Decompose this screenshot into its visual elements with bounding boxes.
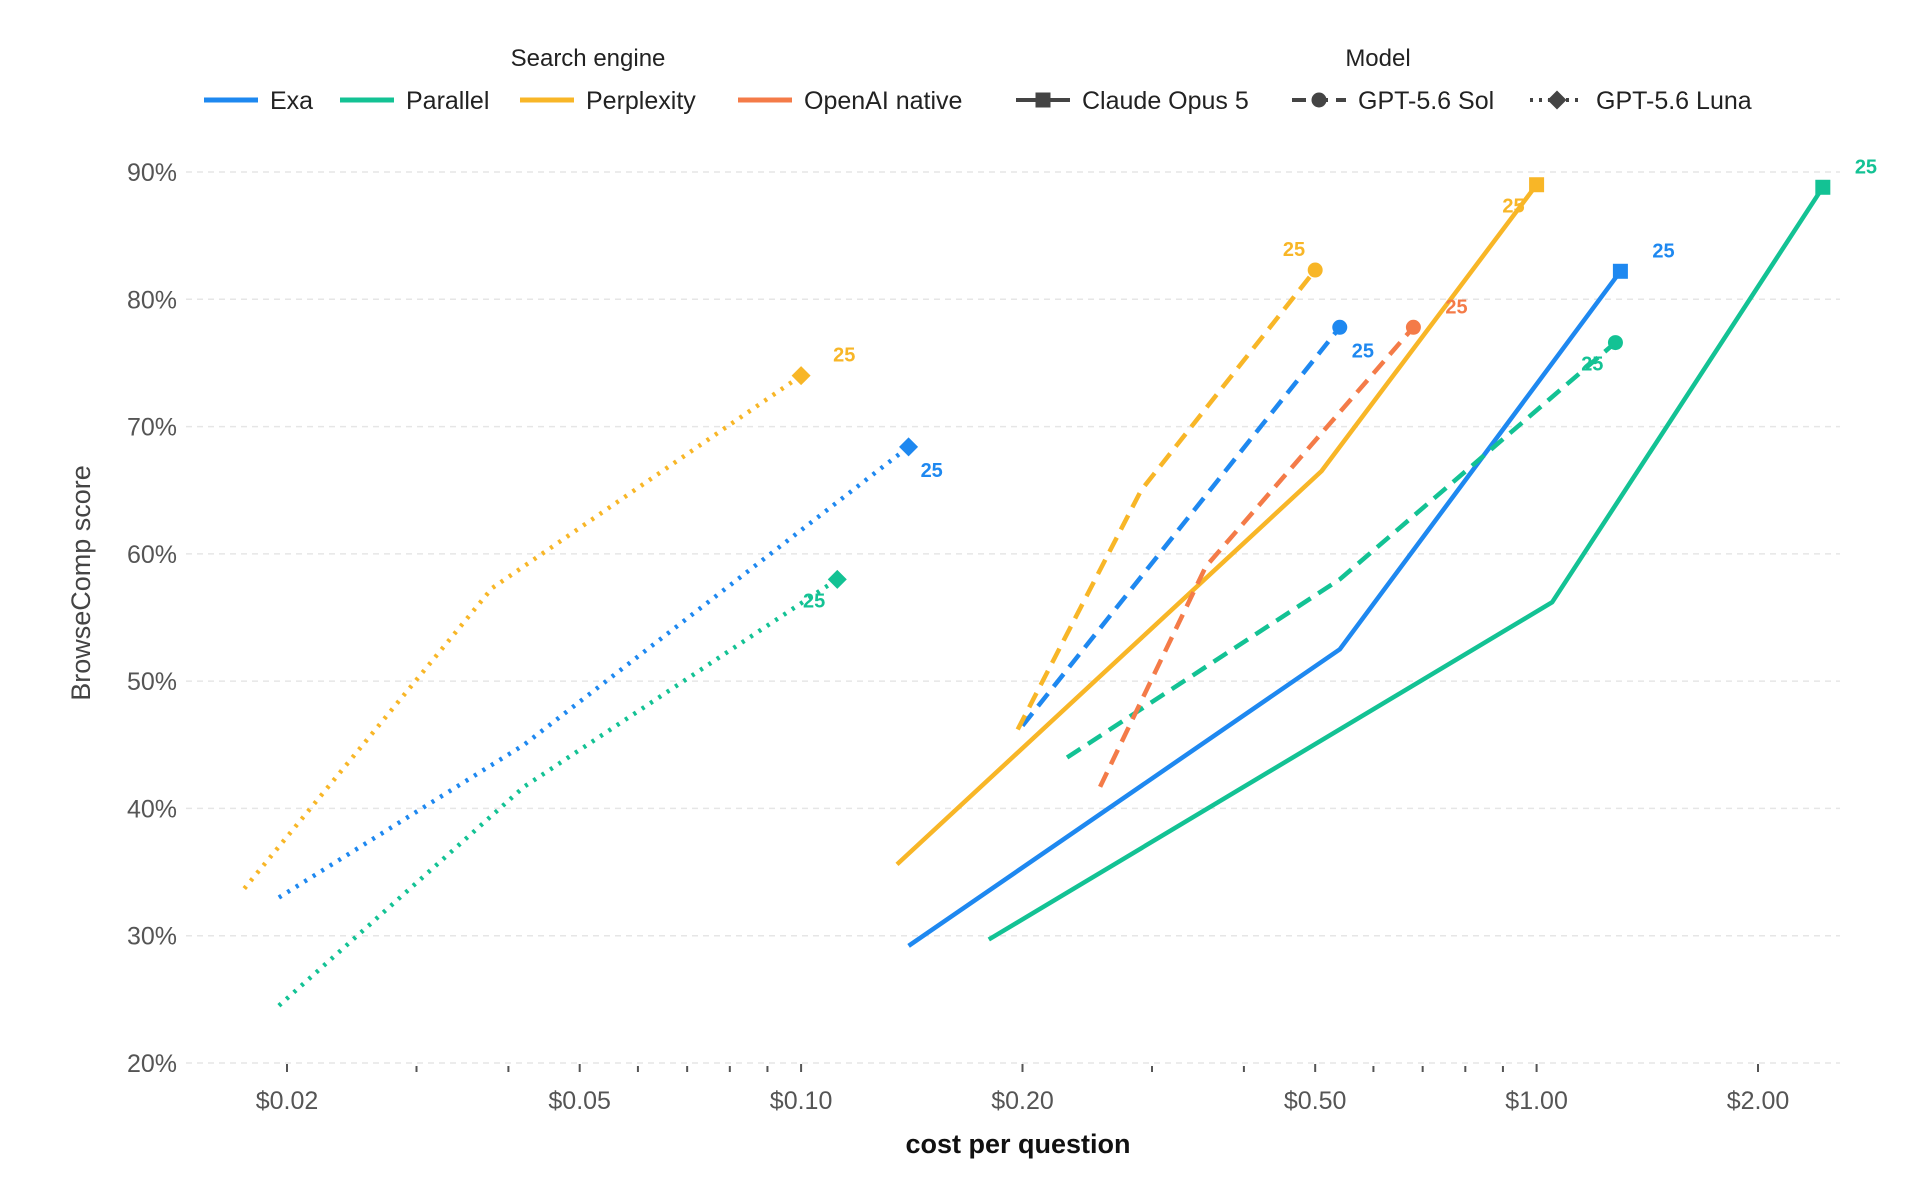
y-tick-label: 90%	[127, 159, 177, 187]
series-line-exa-gpt-5-6-sol	[1020, 325, 1342, 728]
series-end-marker-parallel-gpt-5-6-luna	[827, 569, 847, 589]
axes: BrowseComp score cost per question 20% 30…	[66, 159, 1789, 1159]
series-end-marker-perplexity-gpt-5-6-luna	[791, 366, 811, 386]
legend-marker-gpt-5-6-sol	[1311, 92, 1327, 108]
series-end-marker-perplexity-claude-opus-5	[1529, 177, 1545, 193]
x-axis-title: cost per question	[905, 1129, 1130, 1159]
series-end-label-parallel-claude-opus-5: 25	[1855, 156, 1877, 178]
series-lines	[242, 183, 1825, 1008]
series-line-parallel-gpt-5-6-sol	[1065, 340, 1617, 760]
series-end-marker-parallel-claude-opus-5	[1815, 179, 1831, 195]
x-tick-label: $2.00	[1727, 1087, 1790, 1115]
y-tick-label: 50%	[127, 668, 177, 696]
y-tick-label: 20%	[127, 1050, 177, 1078]
legend-label-openai-native: OpenAI native	[804, 87, 962, 115]
series-end-marker-exa-gpt-5-6-sol	[1332, 319, 1348, 335]
series-line-perplexity-gpt-5-6-sol	[1015, 268, 1317, 731]
series-end-label-openai-native-gpt-5-6-sol: 25	[1445, 296, 1467, 318]
series-end-label-perplexity-gpt-5-6-sol: 25	[1283, 239, 1305, 261]
y-tick-label: 60%	[127, 541, 177, 569]
x-tick-label: $0.50	[1284, 1087, 1347, 1115]
legend-label-perplexity: Perplexity	[586, 87, 696, 115]
series-end-label-parallel-gpt-5-6-luna: 25	[803, 590, 825, 612]
series-end-marker-openai-native-gpt-5-6-sol	[1405, 319, 1421, 335]
series-end-marker-exa-claude-opus-5	[1612, 263, 1628, 279]
x-tick-label: $0.20	[991, 1087, 1054, 1115]
series-end-label-perplexity-gpt-5-6-luna: 25	[833, 345, 855, 367]
legend-marker-claude-opus-5	[1035, 92, 1051, 108]
x-tick-label: $1.00	[1505, 1087, 1568, 1115]
legend-label-parallel: Parallel	[406, 87, 489, 115]
series-end-marker-exa-gpt-5-6-luna	[899, 437, 919, 457]
y-tick-label: 30%	[127, 923, 177, 951]
series-end-marker-perplexity-gpt-5-6-sol	[1307, 262, 1323, 278]
series-line-parallel-gpt-5-6-luna	[277, 577, 839, 1008]
x-tick-label: $0.05	[548, 1087, 611, 1115]
series-line-perplexity-claude-opus-5	[895, 183, 1539, 867]
y-axis-title: BrowseComp score	[66, 465, 96, 701]
series-end-label-perplexity-claude-opus-5: 25	[1502, 196, 1524, 218]
y-tick-label: 80%	[127, 286, 177, 314]
gridlines	[186, 171, 1840, 1064]
series-line-openai-native-gpt-5-6-sol	[1098, 325, 1416, 788]
legend-model-title: Model	[1345, 45, 1410, 72]
series-markers: 25 25 25 25 25 25 25 25 25 25	[791, 156, 1877, 612]
series-end-label-exa-gpt-5-6-luna: 25	[921, 460, 943, 482]
legend-marker-gpt-5-6-luna	[1547, 90, 1567, 110]
series-end-label-exa-gpt-5-6-sol: 25	[1352, 340, 1374, 362]
y-tick-label: 40%	[127, 795, 177, 823]
series-line-exa-claude-opus-5	[907, 269, 1623, 948]
series-line-perplexity-gpt-5-6-luna	[242, 373, 803, 891]
legend-engine-title: Search engine	[511, 45, 666, 72]
series-end-label-exa-claude-opus-5: 25	[1652, 240, 1674, 262]
x-tick-label: $0.02	[256, 1087, 319, 1115]
series-end-marker-parallel-gpt-5-6-sol	[1607, 335, 1623, 351]
legend-label-gpt-5-6-sol: GPT-5.6 Sol	[1358, 87, 1494, 115]
series-line-exa-gpt-5-6-luna	[277, 445, 910, 900]
series-line-parallel-claude-opus-5	[987, 186, 1825, 942]
legend-label-claude-opus-5: Claude Opus 5	[1082, 87, 1249, 115]
y-tick-label: 70%	[127, 414, 177, 442]
legend: Search engine Model Exa Parallel Perplexit…	[204, 45, 1752, 115]
series-end-label-parallel-gpt-5-6-sol: 25	[1581, 354, 1603, 376]
legend-label-exa: Exa	[270, 87, 313, 115]
legend-label-gpt-5-6-luna: GPT-5.6 Luna	[1596, 87, 1752, 115]
x-tick-label: $0.10	[770, 1087, 833, 1115]
